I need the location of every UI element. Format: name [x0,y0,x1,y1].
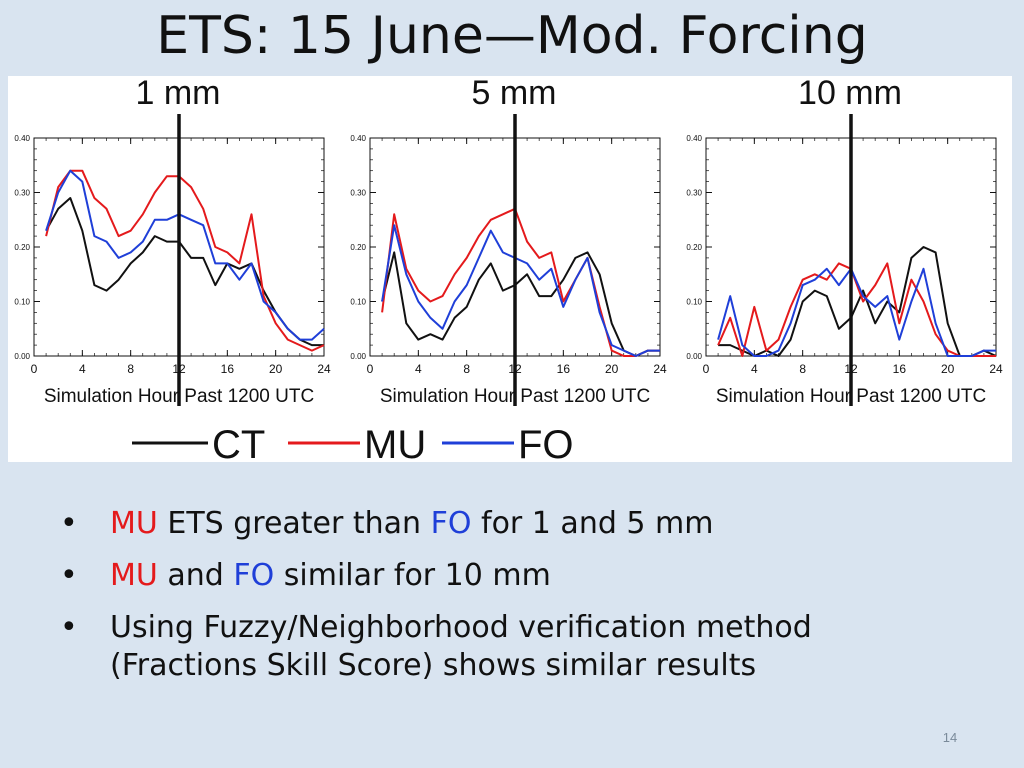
x-tick-label: 20 [269,362,283,376]
x-tick-label: 8 [463,362,470,376]
y-tick-label: 0.20 [14,243,30,252]
x-tick-label: 4 [79,362,86,376]
bullet-dot: • [60,506,78,541]
y-tick-label: 0.00 [14,352,30,361]
bullet-dot: • [60,558,78,593]
x-tick-label: 20 [605,362,619,376]
legend-label-ct: CT [212,423,265,462]
y-tick-label: 0.40 [14,134,30,143]
bullet-text-mu: MU [110,506,158,541]
bullet-text: ETS greater than [157,506,431,541]
y-tick-label: 0.30 [350,189,366,198]
bullet-text: similar for 10 mm [274,558,551,593]
y-tick-label: 0.10 [686,298,702,307]
x-tick-label: 16 [893,362,907,376]
y-tick-label: 0.30 [686,189,702,198]
bullet-text: and [157,558,234,593]
x-tick-label: 16 [221,362,235,376]
chart-title: 1 mm [136,76,221,112]
x-tick-label: 8 [799,362,806,376]
y-tick-label: 0.10 [14,298,30,307]
x-tick-label: 4 [415,362,422,376]
x-tick-label: 0 [703,362,710,376]
series-line-mu [45,169,325,352]
chart-title: 10 mm [798,76,902,112]
y-tick-label: 0.30 [14,189,30,198]
bullet-dot: • [60,610,78,645]
x-tick-label: 4 [751,362,758,376]
series-line-fo [717,267,996,357]
bullet-item: • MU ETS greater than FO for 1 and 5 mm [60,505,960,543]
x-tick-label: 24 [989,362,1003,376]
series-line-fo [45,169,325,341]
x-tick-label: 16 [557,362,571,376]
bullet-text: for 1 and 5 mm [471,506,714,541]
bullet-item: • Using Fuzzy/Neighborhood verification … [60,609,960,685]
y-tick-label: 0.40 [350,134,366,143]
y-tick-label: 0.20 [350,243,366,252]
series-line-mu [381,207,660,357]
ets-figure: 1 mm0.000.100.200.300.4004812162024Simul… [14,76,1003,462]
page-number: 14 [942,730,958,745]
x-tick-label: 24 [653,362,667,376]
bullet-list: • MU ETS greater than FO for 1 and 5 mm … [60,505,960,699]
bullet-item: • MU and FO similar for 10 mm [60,557,960,595]
y-tick-label: 0.10 [350,298,366,307]
series-line-ct [718,246,997,357]
legend-label-mu: MU [364,423,426,462]
y-tick-label: 0.00 [686,352,702,361]
x-tick-label: 20 [941,362,955,376]
figure-panel: 1 mm0.000.100.200.300.4004812162024Simul… [8,76,1012,462]
x-tick-label: 24 [317,362,331,376]
series-line-fo [381,224,660,357]
y-tick-label: 0.20 [686,243,702,252]
bullet-text-fo: FO [233,558,275,593]
y-tick-label: 0.40 [686,134,702,143]
x-tick-label: 0 [31,362,38,376]
y-tick-label: 0.00 [350,352,366,361]
bullet-text: Using Fuzzy/Neighborhood verification me… [110,610,812,683]
bullet-text-mu: MU [110,558,158,593]
legend-label-fo: FO [518,423,574,462]
chart-title: 5 mm [472,76,557,112]
bullet-text-fo: FO [430,506,472,541]
slide-title: ETS: 15 June—Mod. Forcing [156,6,868,66]
x-tick-label: 0 [367,362,374,376]
series-line-mu [717,262,996,357]
x-tick-label: 8 [127,362,134,376]
series-line-ct [381,251,660,357]
